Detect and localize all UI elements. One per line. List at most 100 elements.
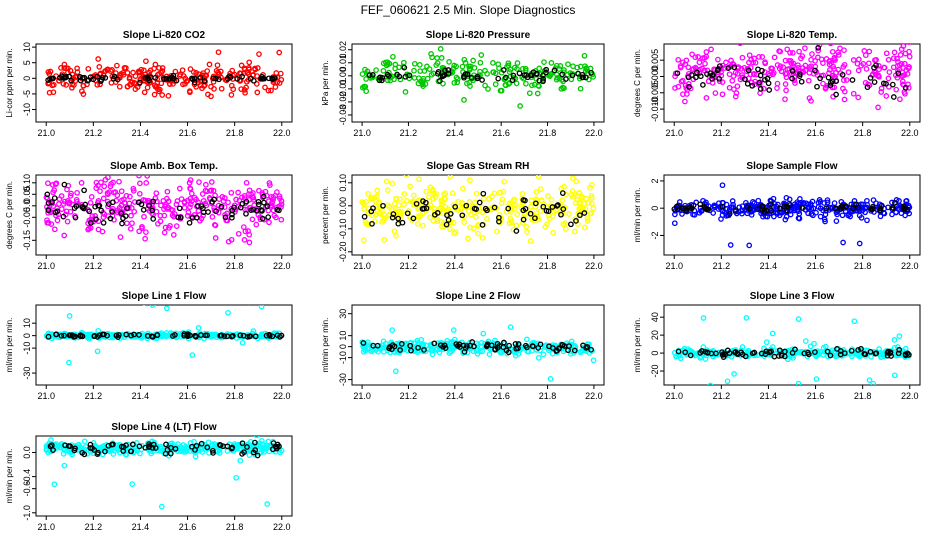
data-point [850, 57, 857, 63]
data-point [87, 199, 94, 206]
data-point [66, 386, 70, 390]
data-point [108, 181, 114, 187]
data-point [211, 86, 217, 92]
reference-point [520, 216, 527, 223]
data-point [795, 380, 802, 385]
reference-point [726, 211, 733, 217]
reference-point [434, 210, 441, 216]
data-point [558, 85, 565, 92]
data-point [519, 220, 526, 226]
data-point [893, 86, 900, 93]
reference-point [105, 201, 112, 207]
data-point [155, 220, 161, 227]
reference-point [88, 220, 94, 226]
reference-point [149, 207, 156, 214]
y-tick-label: 0.00 [338, 197, 348, 215]
reference-point [227, 74, 234, 81]
data-point [360, 343, 366, 350]
data-point [581, 224, 588, 231]
data-point [472, 214, 479, 221]
y-axis-label: ml/min per min. [5, 318, 14, 373]
data-point [93, 185, 100, 191]
data-point [771, 54, 778, 61]
reference-point [714, 67, 721, 74]
data-point [699, 55, 706, 61]
data-point [682, 98, 688, 105]
reference-point [530, 343, 536, 350]
data-point [386, 60, 393, 67]
data-point [588, 181, 595, 188]
reference-point [732, 349, 739, 355]
data-point [161, 229, 168, 236]
reference-point [781, 203, 788, 210]
data-point [561, 183, 567, 190]
data-point [821, 200, 827, 206]
reference-point [459, 212, 466, 219]
data-point [96, 64, 103, 70]
reference-point [402, 73, 409, 80]
figure-title: FEF_060621 2.5 Min. Slope Diagnostics [361, 3, 576, 17]
data-point [447, 226, 453, 233]
reference-point [892, 199, 898, 206]
data-point [130, 188, 137, 194]
data-point [273, 214, 279, 221]
reference-point [812, 349, 818, 355]
x-tick-label: 21.6 [807, 391, 825, 401]
data-point [824, 83, 830, 89]
reference-point [431, 340, 438, 347]
data-point [526, 90, 533, 97]
points [359, 175, 597, 244]
y-tick-label: 0 [650, 206, 660, 211]
x-tick-label: 21.0 [665, 261, 683, 271]
reference-point [163, 441, 169, 448]
data-point [724, 378, 731, 385]
reference-point [239, 73, 245, 80]
reference-point [146, 202, 152, 209]
data-point [866, 48, 873, 55]
data-point [400, 346, 407, 353]
data-point [381, 217, 387, 224]
data-point [360, 237, 367, 243]
data-point [484, 70, 490, 77]
plot-frame [35, 174, 293, 256]
reference-point [144, 333, 151, 339]
data-point [80, 91, 87, 97]
y-tick-label: -10 [22, 342, 32, 355]
data-point [130, 69, 136, 76]
data-point [795, 316, 802, 322]
reference-point [189, 215, 196, 221]
data-point [433, 62, 440, 68]
data-point [782, 81, 789, 87]
data-point [462, 60, 469, 66]
data-point [767, 197, 774, 204]
x-tick-label: 21.4 [132, 261, 150, 271]
reference-point [94, 73, 100, 80]
x-tick-label: 21.4 [446, 128, 464, 138]
data-point [262, 84, 268, 91]
reference-point [264, 203, 271, 210]
data-point [782, 96, 788, 103]
data-point [853, 207, 860, 214]
data-point [783, 87, 789, 94]
x-tick-label: 21.8 [539, 391, 557, 401]
reference-point [81, 451, 88, 458]
data-point [885, 56, 892, 63]
data-point [374, 187, 381, 194]
reference-point [211, 196, 218, 203]
data-point [484, 215, 490, 222]
points [45, 49, 285, 100]
x-tick-label: 21.8 [226, 261, 244, 271]
data-point [562, 220, 568, 226]
x-tick-label: 21.0 [353, 261, 371, 271]
data-point [188, 190, 195, 197]
data-point [359, 71, 366, 77]
data-point [588, 210, 595, 216]
data-point [796, 48, 802, 55]
reference-point [389, 342, 396, 348]
data-point [390, 53, 396, 60]
data-point [161, 212, 168, 219]
data-point [771, 201, 778, 207]
reference-point [122, 213, 129, 219]
data-point [64, 218, 71, 225]
panel-title: Slope Sample Flow [746, 161, 837, 172]
